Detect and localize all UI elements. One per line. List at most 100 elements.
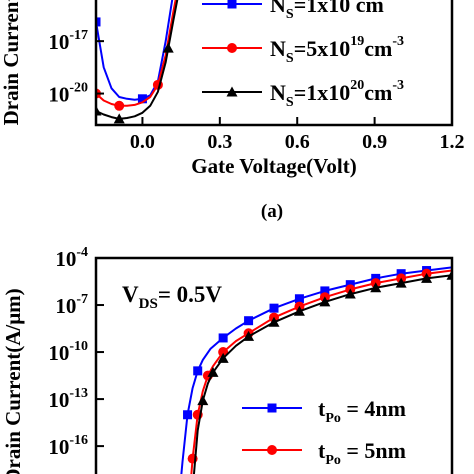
series-3-marker-5 — [268, 316, 280, 327]
y-tick-exponent: -20 — [69, 81, 88, 96]
series-3-marker-7 — [319, 296, 331, 307]
y-tick-label-1: 10-4 — [55, 245, 88, 271]
legend-label-sub: Po — [325, 453, 341, 468]
y-tick-label-3: 10-20 — [48, 81, 88, 107]
series-1-marker-4 — [244, 316, 254, 326]
series-3-marker-3 — [162, 42, 174, 53]
series-3-marker-9 — [370, 282, 382, 293]
legend-label-rest: = 4nm — [341, 396, 406, 421]
series-line-3 — [96, 0, 179, 120]
x-tick-label-1: 0.0 — [130, 131, 155, 153]
y-tick-exponent: -17 — [69, 28, 88, 43]
legend-label-unit: cm — [350, 0, 384, 17]
series-3-marker-6 — [293, 305, 305, 316]
series-1-marker-7 — [320, 286, 330, 296]
legend-marker-2 — [267, 445, 277, 455]
y-tick-label-3: 10-10 — [48, 339, 88, 365]
series-1-marker-1 — [96, 17, 101, 27]
legend-label-main: N — [270, 80, 286, 105]
series-3-marker-3 — [217, 352, 229, 363]
y-tick-base: 10 — [48, 30, 69, 54]
series-3-marker-1 — [96, 105, 102, 116]
series-3-marker-1 — [197, 395, 209, 406]
y-tick-base: 10 — [67, 0, 88, 2]
series-1-marker-3 — [218, 333, 228, 343]
legend-label-rest: = 5nm — [341, 438, 406, 463]
y-tick-exponent: -7 — [76, 292, 88, 307]
plot-area — [96, 0, 179, 124]
series-line-3 — [192, 274, 452, 474]
x-tick-label-4: 0.9 — [362, 131, 387, 153]
annotation-sub: DS — [139, 296, 158, 312]
x-tick-label-2: 0.3 — [207, 131, 232, 153]
legend-label-unit: cm — [364, 80, 392, 105]
legend-label-sub: S — [286, 51, 294, 66]
series-line-2 — [96, 0, 177, 107]
y-tick-label-2: 10-7 — [55, 292, 88, 318]
legend-label-main: t — [318, 438, 326, 463]
x-axis-label: Gate Voltage(Volt) — [191, 154, 356, 178]
series-3-marker-11 — [421, 272, 433, 283]
series-2-marker-2 — [114, 100, 125, 111]
legend-label-2: tPo = 5nm — [318, 438, 406, 468]
series-3-marker-2 — [113, 113, 125, 124]
legend-label-rest: =5x10 — [294, 36, 351, 61]
legend-marker-3 — [226, 86, 238, 97]
legend-label-3: NS=1x1020cm-3 — [270, 78, 404, 110]
y-tick-base: 10 — [48, 388, 69, 412]
y-tick-base: 10 — [55, 294, 76, 318]
series-1-marker-2 — [193, 366, 203, 376]
annotation-main: V — [122, 282, 139, 307]
series-3-marker-4 — [243, 330, 255, 341]
legend-label-unit-sup: -3 — [392, 78, 404, 93]
y-tick-base: 10 — [55, 247, 76, 271]
plot-area — [180, 266, 452, 474]
legend-label-rest: =1x10 — [294, 0, 351, 17]
annotation-vds: VDS= 0.5V — [122, 282, 222, 312]
y-tick-label-2: 10-17 — [48, 28, 88, 54]
plot-frame — [94, 256, 454, 474]
legend-marker-1 — [227, 0, 237, 9]
legend-label-sub: S — [286, 7, 294, 22]
y-axis-label: Drain Current — [0, 0, 23, 125]
y-tick-label-5: 10-16 — [48, 433, 88, 459]
legend-label-2: NS=5x1019cm-3 — [270, 34, 404, 66]
series-3-marker-10 — [395, 277, 407, 288]
legend-label-unit: cm — [364, 36, 392, 61]
y-tick-exponent: -10 — [69, 339, 88, 354]
legend-label-unit-sup: -3 — [392, 34, 404, 49]
legend-label-sup: 19 — [350, 34, 364, 49]
y-tick-exponent: -16 — [69, 433, 88, 448]
plot-frame — [94, 0, 454, 127]
y-tick-label-4: 10-13 — [48, 386, 88, 412]
legend-label-sup: 20 — [350, 78, 364, 93]
x-tick-label-5: 1.2 — [440, 131, 465, 153]
legend-label-main: t — [318, 396, 326, 421]
y-tick-label-1: 10 — [67, 0, 88, 2]
legend-marker-2 — [227, 43, 237, 53]
annotation-rest: = 0.5V — [158, 282, 223, 307]
legend-marker-1 — [267, 403, 277, 413]
series-3-marker-2 — [207, 366, 219, 377]
series-3-marker-12 — [446, 269, 452, 280]
legend-label-rest: =1x10 — [294, 80, 351, 105]
y-tick-base: 10 — [48, 435, 69, 459]
series-1-marker-2 — [137, 94, 147, 104]
legend-label-main: N — [270, 0, 286, 17]
panel-a-caption: (a) — [261, 201, 283, 222]
legend-label-sub: Po — [325, 411, 341, 426]
legend-label-1: NS=1x10 cm — [270, 0, 384, 22]
y-tick-exponent: -13 — [69, 386, 88, 401]
legend-label-sub: S — [286, 95, 294, 110]
y-axis-label: Drain Current(A/μm) — [1, 288, 25, 474]
series-1-marker-1 — [183, 410, 193, 420]
legend-label-main: N — [270, 36, 286, 61]
x-tick-label-3: 0.6 — [285, 131, 310, 153]
series-1-marker-6 — [294, 294, 304, 304]
legend-label-1: tPo = 4nm — [318, 396, 406, 426]
series-3-marker-8 — [344, 288, 356, 299]
y-tick-base: 10 — [48, 341, 69, 365]
